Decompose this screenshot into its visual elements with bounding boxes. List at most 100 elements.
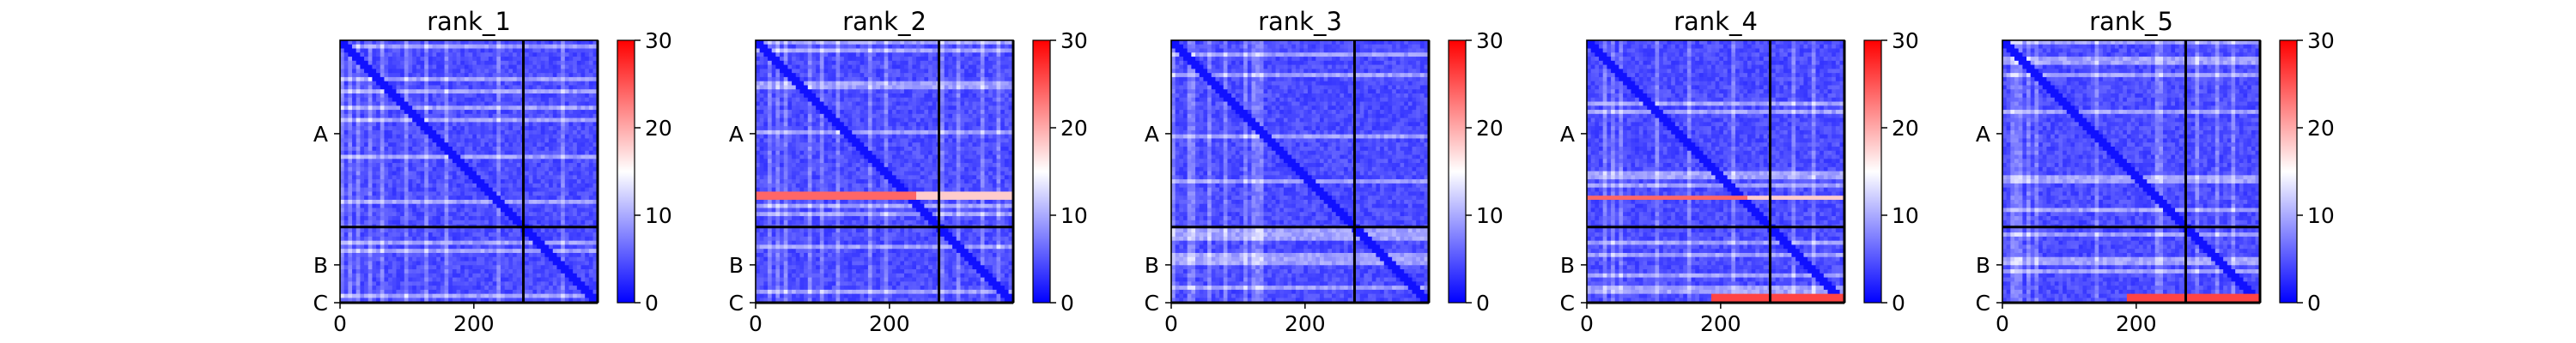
heatmap-cell (352, 64, 357, 69)
heatmap-cell (388, 216, 393, 221)
heatmap-cell (504, 286, 509, 291)
heatmap-cell (780, 73, 785, 78)
heatmap-cell (532, 298, 538, 303)
heatmap-cell (456, 134, 461, 140)
heatmap-cell (492, 69, 497, 74)
heatmap-cell (468, 269, 473, 274)
heatmap-cell (380, 97, 386, 103)
heatmap-cell (588, 97, 594, 103)
heatmap-cell (492, 93, 497, 99)
heatmap-cell (428, 256, 434, 262)
heatmap-cell (440, 228, 446, 233)
heatmap-cell (420, 81, 425, 87)
heatmap-cell (400, 105, 405, 111)
heatmap-cell (561, 256, 566, 262)
heatmap-cell (424, 150, 429, 156)
heatmap-cell (561, 40, 566, 45)
heatmap-cell (400, 126, 405, 131)
heatmap-cell (811, 40, 817, 45)
heatmap-cell (960, 60, 965, 66)
heatmap-cell (368, 166, 374, 172)
heatmap-cell (537, 220, 542, 226)
heatmap-cell (564, 138, 570, 143)
heatmap-cell (771, 48, 776, 53)
heatmap-cell (432, 216, 437, 221)
heatmap-cell (420, 138, 425, 143)
heatmap-cell (576, 48, 582, 53)
heatmap-cell (416, 81, 422, 87)
heatmap-cell (501, 298, 506, 303)
heatmap-cell (380, 265, 386, 270)
heatmap-cell (532, 64, 538, 69)
heatmap-cell (513, 191, 518, 196)
heatmap-cell (580, 97, 586, 103)
heatmap-cell (580, 113, 586, 119)
heatmap-cell (592, 232, 598, 238)
heatmap-cell (540, 117, 546, 123)
heatmap-cell (561, 117, 566, 123)
heatmap-cell (420, 101, 425, 106)
heatmap-cell (556, 76, 562, 82)
heatmap-cell (452, 93, 458, 99)
colorbar-tick-label: 10 (645, 203, 672, 228)
heatmap-cell (464, 166, 470, 172)
heatmap-cell (456, 293, 461, 299)
heatmap-cell (420, 166, 425, 172)
heatmap-cell (388, 113, 393, 119)
heatmap-cell (549, 249, 554, 254)
heatmap-cell (580, 256, 586, 262)
heatmap-cell (588, 44, 594, 50)
heatmap-cell (588, 244, 594, 250)
heatmap-cell (544, 252, 550, 258)
heatmap-cell (388, 146, 393, 152)
heatmap-cell (456, 110, 461, 115)
heatmap-cell (456, 129, 461, 135)
heatmap-cell (468, 228, 473, 233)
heatmap-cell (508, 134, 513, 140)
heatmap-cell (384, 154, 389, 159)
heatmap-cell (525, 57, 530, 62)
heatmap-cell (412, 286, 417, 291)
heatmap-cell (452, 298, 458, 303)
heatmap-cell (436, 175, 441, 180)
heatmap-cell (525, 76, 530, 82)
heatmap-cell (343, 240, 349, 246)
heatmap-cell (392, 196, 398, 201)
heatmap-cell (412, 203, 417, 209)
heatmap-cell (540, 73, 546, 78)
heatmap-cell (464, 40, 470, 45)
heatmap-cell (372, 146, 377, 152)
heatmap-cell (496, 232, 501, 238)
heatmap-cell (756, 40, 761, 45)
heatmap-cell (340, 159, 345, 164)
heatmap-cell (355, 150, 361, 156)
heatmap-cell (355, 69, 361, 74)
heatmap-cell (343, 265, 349, 270)
heatmap-cell (783, 85, 789, 90)
heatmap-cell (843, 81, 849, 87)
heatmap-cell (408, 89, 413, 94)
heatmap-cell (464, 289, 470, 295)
heatmap-cell (537, 261, 542, 266)
heatmap-cell (468, 64, 473, 69)
heatmap-cell (464, 252, 470, 258)
heatmap-cell (428, 183, 434, 189)
heatmap-cell (549, 203, 554, 209)
heatmap-cell (472, 298, 477, 303)
heatmap-cell (592, 236, 598, 242)
heatmap-cell (888, 48, 893, 53)
heatmap-cell (432, 166, 437, 172)
heatmap-cell (444, 277, 449, 282)
heatmap-cell (348, 146, 353, 152)
heatmap-cell (428, 76, 434, 82)
heatmap-cell (460, 40, 465, 45)
heatmap-cell (501, 179, 506, 184)
heatmap-cell (496, 142, 501, 147)
heatmap-cell (340, 256, 345, 262)
heatmap-cell (532, 249, 538, 254)
heatmap-cell (404, 220, 410, 226)
heatmap-cell (585, 196, 590, 201)
heatmap-cell (456, 191, 461, 196)
heatmap-cell (468, 208, 473, 213)
heatmap-cell (549, 199, 554, 205)
